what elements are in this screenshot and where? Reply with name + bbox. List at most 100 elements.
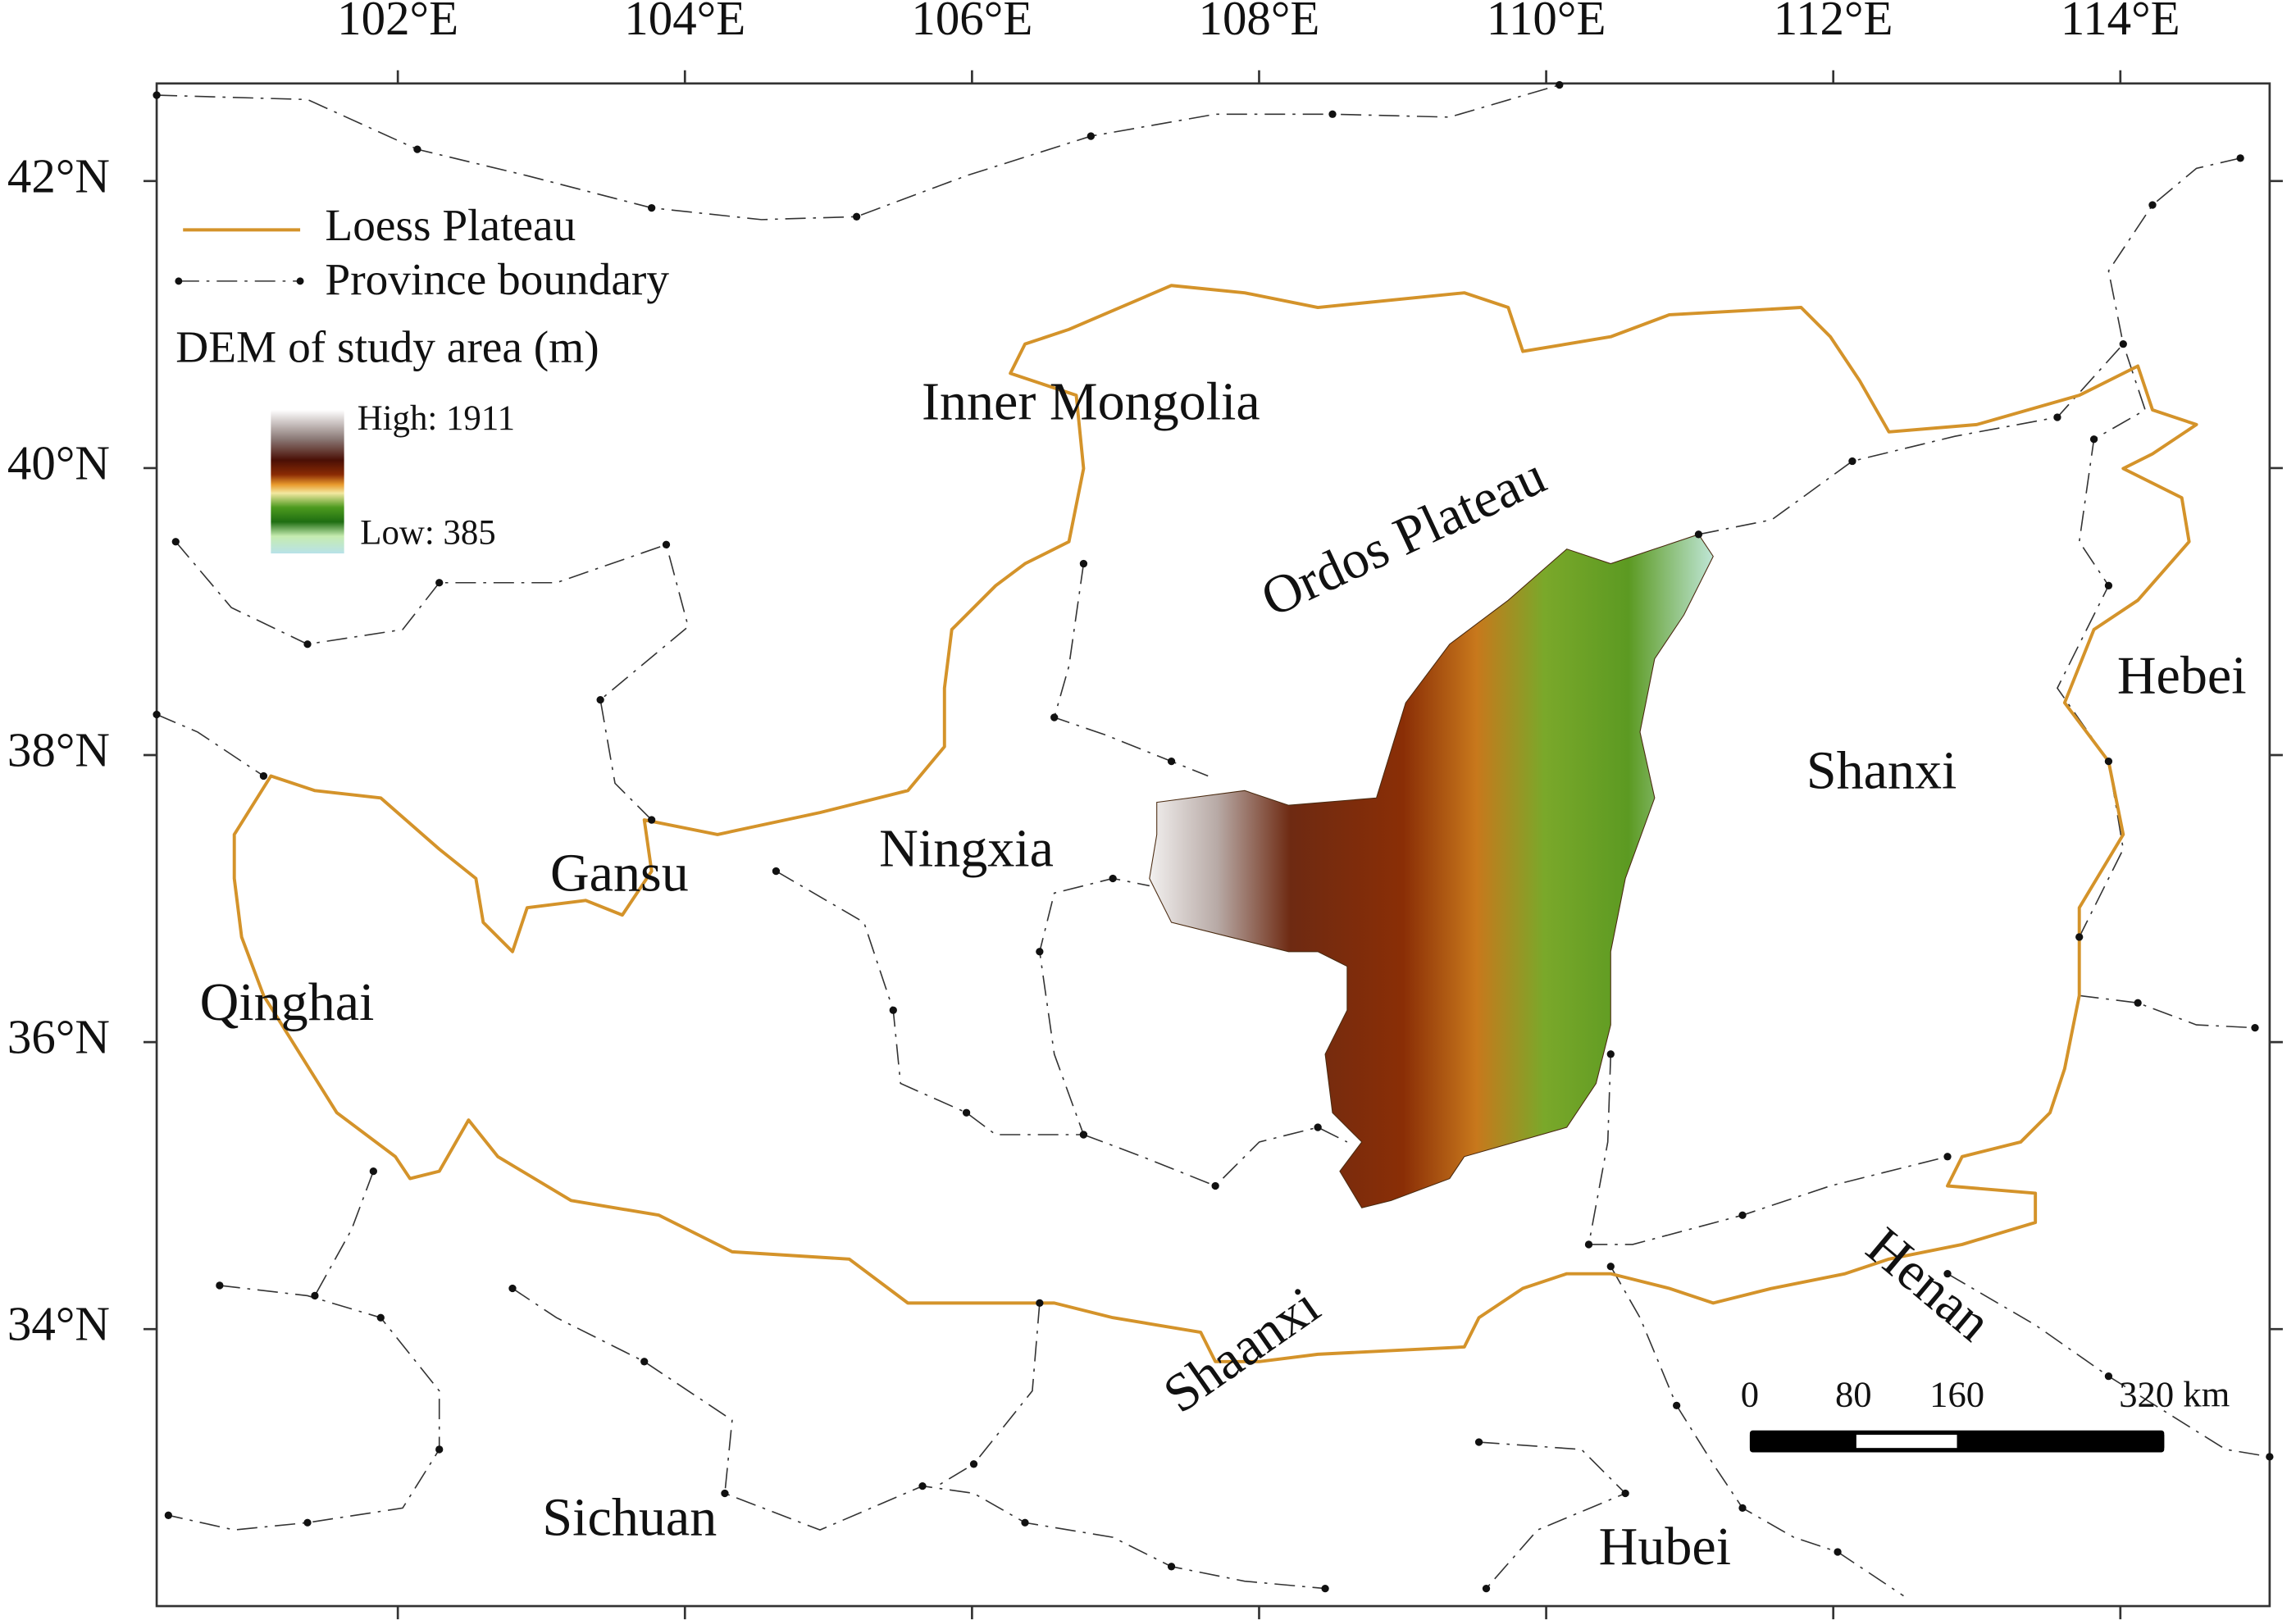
boundary-dot <box>1738 1211 1747 1219</box>
boundary-dot <box>662 540 671 548</box>
boundary-dot <box>1694 530 1703 539</box>
boundary-line <box>1698 344 2124 535</box>
scale-bar-label: 80 <box>1835 1374 1872 1415</box>
boundary-dot <box>1943 1270 1952 1278</box>
boundary-dot <box>1606 1050 1615 1058</box>
boundary-dot <box>1556 80 1564 89</box>
boundary-dot <box>369 1167 377 1176</box>
region-label: Hubei <box>1599 1517 1731 1577</box>
boundary-dot <box>2236 154 2244 162</box>
boundary-dot <box>596 695 604 704</box>
boundary-dot <box>1482 1584 1491 1593</box>
x-tick-label: 112°E <box>1774 0 1893 45</box>
boundary-dot <box>918 1481 927 1490</box>
legend-boundary-label: Province boundary <box>325 254 669 304</box>
boundary-dot <box>2148 201 2157 209</box>
loess-plateau-outline <box>232 284 2198 1363</box>
boundary-dot <box>648 203 656 212</box>
legend-boundary-dot <box>175 277 183 285</box>
y-tick-label: 36°N <box>7 1010 110 1064</box>
boundary-dot <box>969 1460 978 1468</box>
region-label: Sichuan <box>542 1487 717 1547</box>
boundary-dot <box>1943 1153 1952 1161</box>
boundary-dot <box>153 91 161 99</box>
boundary-line <box>1588 1053 1948 1245</box>
legend-loess-label: Loess Plateau <box>325 200 576 250</box>
boundary-dot <box>164 1511 172 1519</box>
boundary-dot <box>2251 1023 2259 1032</box>
boundary-dot <box>1738 1504 1747 1513</box>
boundary-dot <box>171 538 180 546</box>
boundary-dot <box>1211 1181 1219 1190</box>
x-tick-label: 110°E <box>1487 0 1606 45</box>
scale-bar-label: 160 <box>1929 1374 1984 1415</box>
region-label: Inner Mongolia <box>922 372 1260 432</box>
boundary-dot <box>962 1108 971 1117</box>
boundary-dot <box>435 1445 444 1454</box>
boundary-dot <box>1167 1563 1176 1571</box>
x-tick-label: 104°E <box>624 0 745 45</box>
boundary-line <box>156 713 264 777</box>
boundary-dot <box>1606 1263 1615 1271</box>
boundary-dot <box>2266 1453 2274 1461</box>
boundary-dot <box>1474 1438 1483 1446</box>
x-tick-label: 114°E <box>2061 0 2180 45</box>
boundary-dot <box>772 867 781 876</box>
boundary-dot <box>1079 1131 1088 1139</box>
boundary-dot <box>721 1489 729 1498</box>
boundary-dot <box>640 1358 649 1366</box>
boundary-dot <box>1050 713 1059 721</box>
boundary-dot <box>2104 757 2113 766</box>
boundary-dot <box>1036 948 1044 956</box>
boundary-line <box>936 1303 1041 1487</box>
dem-low-label: Low: 385 <box>360 513 495 552</box>
x-tick-label: 108°E <box>1199 0 1320 45</box>
boundary-dot <box>1086 132 1096 140</box>
region-label: Shanxi <box>1806 741 1957 801</box>
dem-colorbar <box>271 410 344 554</box>
boundary-dot <box>2104 1372 2113 1381</box>
boundary-dot <box>216 1281 224 1290</box>
dem-area <box>1149 534 1714 1208</box>
boundary-dot <box>1079 559 1088 568</box>
boundary-dot <box>153 710 161 719</box>
boundary-line <box>776 870 1150 1135</box>
boundary-dot <box>1621 1489 1629 1498</box>
boundary-dot <box>1167 757 1176 766</box>
boundary-dot <box>1021 1518 1029 1527</box>
boundary-dot <box>2104 581 2113 589</box>
boundary-dot <box>1834 1548 1842 1556</box>
scale-bar-segment <box>1957 1435 2165 1449</box>
boundary-dot <box>853 212 861 221</box>
boundary-dot <box>2089 435 2098 444</box>
boundary-dot <box>259 771 268 780</box>
boundary-dot <box>1328 110 1337 118</box>
boundary-dot <box>2053 413 2061 421</box>
boundary-line <box>1053 563 1209 777</box>
boundary-dot <box>311 1291 319 1300</box>
boundary-dot <box>2075 933 2084 941</box>
boundary-dot <box>435 579 444 587</box>
boundary-dot <box>1314 1123 1322 1131</box>
boundary-dot <box>413 145 421 153</box>
scale-bar-segment <box>1856 1435 1957 1449</box>
scale-bar-label: 0 <box>1741 1374 1759 1415</box>
boundary-dot <box>376 1313 385 1322</box>
boundary-dot <box>303 1518 312 1527</box>
x-tick-label: 106°E <box>911 0 1032 45</box>
y-tick-label: 38°N <box>7 723 110 777</box>
boundary-dot <box>1848 457 1856 466</box>
legend-boundary-dot <box>296 277 304 285</box>
boundary-dot <box>1036 1299 1044 1308</box>
boundary-dot <box>1584 1240 1593 1249</box>
scale-bar-label: 320 km <box>2119 1374 2230 1415</box>
region-label: Gansu <box>550 844 689 903</box>
boundary-dot <box>1673 1401 1681 1410</box>
boundary-dot <box>1321 1584 1329 1593</box>
boundary-dot <box>889 1006 897 1014</box>
region-label: Ningxia <box>879 818 1054 878</box>
boundary-line <box>1083 1126 1348 1187</box>
legend-dem-title: DEM of study area (m) <box>175 321 599 371</box>
boundary-dot <box>1109 874 1117 883</box>
